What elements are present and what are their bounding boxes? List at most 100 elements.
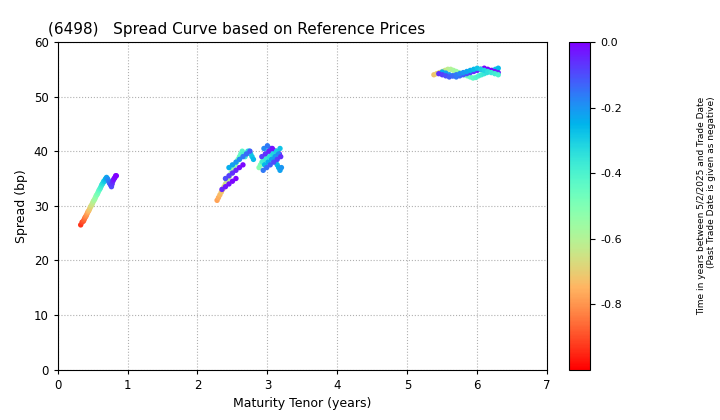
Point (244, 148, 256, 155)
Point (454, 69, 465, 76)
Point (444, 71, 455, 78)
Point (468, 66, 480, 73)
Point (104, 179, 115, 186)
Point (99, 178, 110, 184)
Point (224, 172, 235, 179)
Point (456, 70, 467, 77)
Point (464, 67, 476, 74)
Point (436, 68, 448, 75)
Point (79, 215, 91, 221)
Point (230, 175, 242, 182)
Text: Time in years between 5/2/2025 and Trade Date
(Past Trade Date is given as negat: Time in years between 5/2/2025 and Trade… (697, 97, 716, 315)
Point (264, 153, 275, 160)
Point (75, 222, 86, 228)
Point (243, 148, 255, 155)
Point (273, 164, 284, 171)
Point (215, 189, 227, 196)
Point (220, 181, 231, 187)
Point (89, 194, 101, 201)
Point (274, 145, 286, 152)
Point (109, 175, 120, 182)
Point (211, 197, 222, 204)
Point (240, 150, 252, 157)
Point (440, 70, 451, 76)
Point (100, 175, 112, 182)
Point (479, 65, 490, 71)
Point (230, 159, 242, 165)
Point (454, 73, 466, 79)
Point (476, 71, 487, 78)
Point (239, 153, 251, 160)
Point (457, 69, 469, 76)
Point (274, 167, 286, 174)
Point (83, 208, 94, 215)
Point (110, 172, 122, 179)
Point (475, 66, 487, 73)
Point (444, 74, 455, 80)
Point (227, 170, 238, 176)
Point (257, 159, 269, 165)
Point (81, 212, 92, 219)
Point (473, 73, 485, 79)
Point (461, 70, 472, 77)
Point (433, 69, 445, 76)
Point (260, 150, 271, 157)
Point (96, 181, 108, 187)
Point (457, 71, 469, 78)
Point (273, 150, 284, 157)
Point (82, 209, 94, 216)
Point (262, 159, 274, 165)
Point (245, 150, 256, 157)
Point (269, 153, 281, 160)
Point (246, 153, 258, 160)
Point (235, 150, 247, 157)
Point (96, 182, 107, 189)
Point (264, 161, 276, 168)
Point (236, 148, 248, 155)
Point (101, 174, 112, 181)
Point (470, 74, 482, 81)
Point (451, 71, 462, 78)
Point (220, 183, 231, 190)
Point (86, 201, 98, 208)
Point (78, 216, 90, 223)
Point (467, 75, 479, 81)
Point (428, 71, 440, 78)
Point (439, 67, 451, 74)
Point (433, 70, 444, 77)
Point (269, 148, 280, 155)
Point (76, 219, 88, 226)
Point (256, 153, 268, 160)
Point (238, 150, 249, 157)
Point (451, 74, 462, 80)
Point (90, 193, 102, 199)
Point (264, 148, 276, 155)
Point (220, 175, 231, 182)
Point (270, 148, 282, 155)
Point (225, 170, 237, 176)
Point (106, 183, 117, 190)
Point (253, 164, 265, 171)
Point (223, 164, 235, 171)
Point (261, 164, 272, 171)
Point (222, 175, 234, 182)
Point (81, 210, 93, 218)
Point (464, 74, 476, 80)
Point (91, 190, 103, 197)
Point (93, 187, 104, 194)
Point (271, 148, 282, 155)
Point (102, 176, 114, 183)
Point (484, 68, 495, 75)
Point (89, 197, 100, 204)
Point (109, 174, 121, 181)
Point (218, 183, 230, 190)
Point (258, 167, 269, 174)
Point (212, 194, 224, 201)
Point (267, 153, 279, 160)
Point (263, 145, 274, 152)
Point (85, 204, 96, 210)
Point (271, 161, 283, 168)
Point (104, 181, 116, 187)
Point (259, 161, 271, 168)
Point (267, 150, 279, 157)
